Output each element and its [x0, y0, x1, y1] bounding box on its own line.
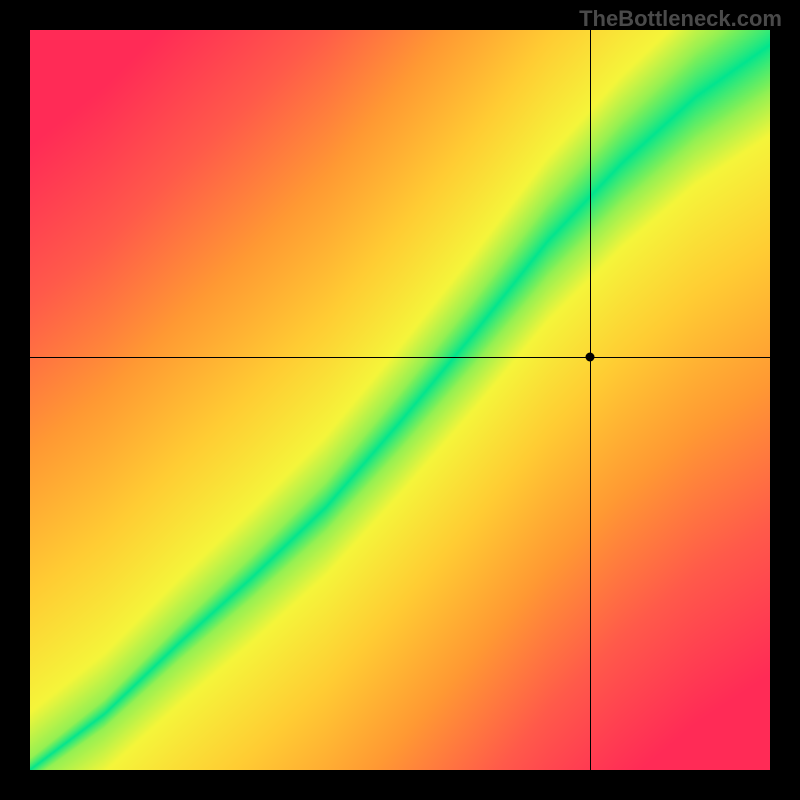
crosshair-marker	[586, 353, 595, 362]
crosshair-horizontal	[30, 357, 770, 358]
heatmap-plot	[30, 30, 770, 770]
watermark-text: TheBottleneck.com	[579, 6, 782, 32]
heatmap-canvas	[30, 30, 770, 770]
crosshair-vertical	[590, 30, 591, 770]
